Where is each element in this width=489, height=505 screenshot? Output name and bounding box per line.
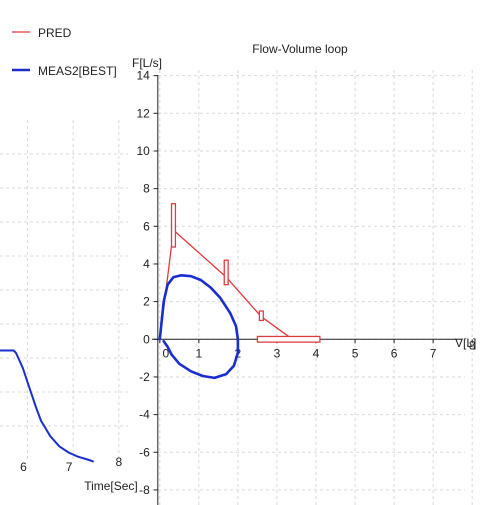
left-chart-grid [0,120,128,460]
y-tick-label: -8 [139,483,150,497]
legend: PRED MEAS2[BEST] [12,26,117,78]
right-chart-series [158,203,321,380]
x-tick-label: 7 [430,346,437,360]
x-tick-label: 7 [66,460,73,474]
y-tick-label: -2 [139,370,150,384]
legend-label-pred: PRED [38,26,72,40]
legend-item-pred: PRED [12,26,72,40]
x-tick-label: 6 [20,460,27,474]
right-chart-y-ticks: 14 12 10 8 6 4 2 0 -2 -4 -6 -8 [136,69,158,497]
y-tick-label: 0 [143,332,150,346]
y-axis-label: F[L/s] [132,56,162,70]
right-chart-axes [152,75,462,505]
y-tick-label: 4 [143,257,150,271]
y-tick-label: 8 [143,182,150,196]
range-marker-pred [256,335,321,343]
left-chart-series [0,349,95,463]
y-tick-label: 12 [136,106,150,120]
series-line-meas2-best [158,274,240,380]
x-tick-label: 1 [196,346,203,360]
x-tick-label: 0 [162,346,169,360]
range-marker-pred [170,203,177,248]
x-tick-label: 8 [469,338,476,352]
left-chart-x-ticks: 6 7 8 [20,455,122,474]
legend-item-meas2-best: MEAS2[BEST] [12,64,117,78]
legend-label-meas2-best: MEAS2[BEST] [38,64,117,78]
left-chart-x-axis-label: Time[Sec] [84,479,138,493]
right-chart-grid [152,70,473,505]
y-tick-label: 2 [143,295,150,309]
y-tick-label: 10 [136,144,150,158]
chart-title: Flow-Volume loop [252,42,348,56]
range-marker-pred [223,259,229,286]
x-tick-label: 6 [391,346,398,360]
x-axis-label: V[L] [455,336,476,350]
x-tick-label: 5 [352,346,359,360]
x-tick-label: 3 [274,346,281,360]
volume-time-chart: 6 7 8 Time[Sec] [0,120,138,493]
y-tick-label: 14 [136,69,150,83]
range-marker-pred [258,310,264,322]
y-tick-label: -4 [139,408,150,422]
series-line-meas2-best [0,349,95,463]
x-tick-label: 4 [313,346,320,360]
y-tick-label: -6 [139,445,150,459]
x-tick-label: 8 [116,455,123,469]
y-tick-label: 6 [143,219,150,233]
